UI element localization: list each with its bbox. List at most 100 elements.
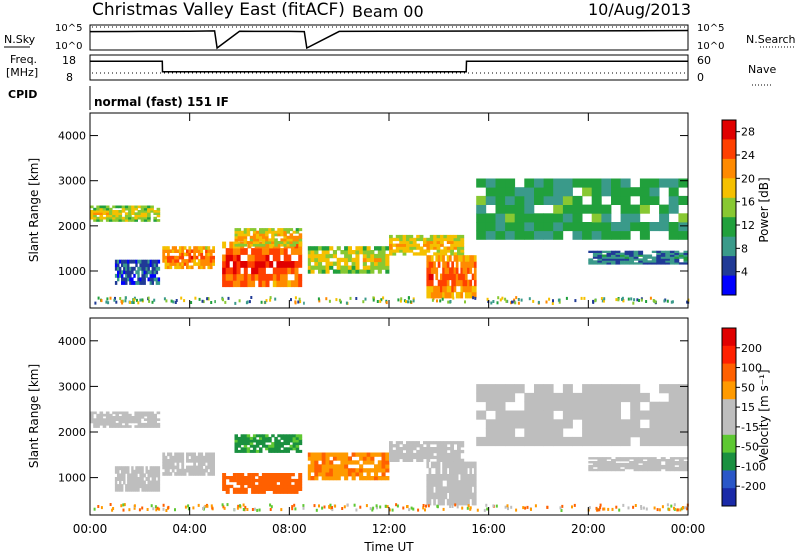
velocity-cell-4-20-4 (296, 440, 300, 443)
velocity-cell-5-19-3 (378, 464, 382, 468)
velocity-cell-6-10-1 (423, 456, 427, 459)
power-cell-1-6-4 (127, 267, 129, 271)
velocity-cell-1-0-5 (115, 470, 117, 474)
velocity-cell-4-3-4 (244, 440, 248, 443)
velocity-cell-0-16-5 (141, 414, 145, 417)
power-cell-6-10-5 (423, 238, 427, 241)
power-cell-3-6-0 (244, 280, 248, 287)
power-ground-163 (172, 300, 174, 303)
power-cell-5-16-4 (367, 254, 371, 258)
power-colorbar-label: Power [dB] (757, 177, 771, 242)
power-cell-5-13-0 (355, 269, 359, 273)
power-cell-7-21-2 (474, 280, 477, 287)
velocity-cell-1-8-6 (131, 466, 133, 470)
velocity-ground-170 (530, 508, 532, 511)
velocity-cell-6-3-4 (399, 447, 403, 450)
power-cell-8-1-6 (486, 179, 496, 188)
power-cell-8-15-5 (621, 187, 631, 196)
power-cell-7-13-6 (456, 255, 459, 262)
velocity-cell-6-9-3 (420, 450, 424, 453)
power-cell-4-11-5 (268, 231, 272, 234)
velocity-cell-1-0-3 (115, 477, 117, 481)
velocity-cell-0-6-5 (109, 414, 113, 417)
power-cell-7-5-6 (438, 255, 441, 262)
power-cell-0-4-6 (103, 206, 107, 209)
power-cell-4-9-1 (262, 241, 266, 244)
velocity-cell-3-7-4 (247, 479, 251, 482)
velocity-cell-6-15-0 (440, 459, 444, 462)
velocity-ground-52 (452, 505, 454, 508)
power-ground-162 (125, 296, 127, 299)
velocity-cell-4-12-6 (271, 434, 275, 437)
power-cell-9-20-0 (679, 262, 684, 264)
velocity-cell-6-0-6 (389, 441, 393, 444)
power-cell-3-16-2 (280, 267, 284, 274)
velocity-cell-3-4-3 (237, 482, 241, 485)
velocity-ground-166 (546, 506, 548, 509)
power-cell-2-19-6 (207, 246, 210, 250)
velocity-ground-142 (202, 507, 204, 510)
velocity-cell-7-11-0 (451, 499, 454, 506)
velocity-cell-6-12-6 (430, 441, 434, 444)
velocity-cell-8-10-0 (573, 437, 583, 446)
velocity-cell-3-0-2 (222, 485, 226, 488)
velocity-cell-4-13-4 (274, 440, 278, 443)
power-cell-7-21-1 (474, 286, 477, 293)
power-cell-4-19-0 (293, 244, 297, 247)
velocity-cell-8-0-5 (476, 393, 486, 402)
velocity-cell-5-6-6 (329, 453, 333, 457)
velocity-cell-5-11-5 (348, 456, 352, 460)
velocity-cell-2-1-2 (165, 466, 168, 470)
power-cell-0-13-5 (131, 208, 135, 211)
velocity-cell-3-16-4 (280, 479, 284, 482)
power-cell-1-6-1 (127, 277, 129, 281)
power-cell-8-1-5 (486, 187, 496, 196)
power-cell-5-15-5 (363, 250, 367, 254)
power-cell-8-6-2 (534, 213, 544, 222)
power-cell-4-20-6 (296, 228, 300, 231)
power-cell-3-7-4 (247, 255, 251, 262)
velocity-ground-48 (408, 508, 410, 511)
power-cell-2-17-6 (203, 246, 206, 250)
velocity-cell-4-4-4 (247, 440, 251, 443)
velocity-cell-7-5-5 (438, 468, 441, 475)
power-cell-5-16-0 (367, 269, 371, 273)
velocity-cell-0-17-5 (144, 414, 148, 417)
velocity-cell-7-4-6 (435, 462, 438, 469)
power-cell-3-14-0 (273, 280, 277, 287)
velocity-cell-8-17-0 (640, 437, 650, 446)
power-cell-5-4-3 (322, 258, 326, 262)
velocity-cell-6-21-5 (460, 444, 464, 447)
power-cell-3-4-4 (237, 255, 241, 262)
velocity-cell-8-19-3 (659, 411, 669, 420)
power-ground-191 (137, 301, 139, 304)
power-ground-160 (264, 301, 266, 304)
velocity-cell-0-15-5 (138, 414, 142, 417)
velocity-ground-105 (120, 504, 122, 507)
velocity-cell-7-10-1 (449, 493, 452, 500)
power-cell-2-1-5 (165, 249, 168, 253)
power-cell-3-10-3 (258, 261, 262, 268)
power-cell-8-8-1 (553, 222, 563, 231)
velocity-ground-149 (682, 506, 684, 509)
power-cell-9-3-0 (602, 262, 607, 264)
velocity-ground-40 (269, 504, 271, 507)
power-cell-5-13-4 (355, 254, 359, 258)
velocity-cell-5-5-6 (326, 453, 330, 457)
power-cell-7-16-1 (463, 286, 466, 293)
power-cell-6-18-3 (450, 244, 454, 247)
power-cell-0-13-3 (131, 212, 135, 215)
power-cell-7-7-6 (442, 255, 445, 262)
velocity-cell-5-14-1 (359, 472, 363, 476)
velocity-ground-18 (674, 503, 676, 506)
power-cell-3-9-2 (255, 267, 259, 274)
velocity-cell-5-14-5 (359, 456, 363, 460)
power-cell-6-15-0 (440, 252, 444, 255)
power-cell-2-0-4 (162, 253, 165, 257)
velocity-cell-2-4-2 (172, 466, 175, 470)
power-cell-2-1-6 (165, 246, 168, 250)
velocity-cell-0-0-2 (90, 421, 94, 424)
power-ground-66 (325, 297, 327, 300)
power-cell-1-18-1 (152, 277, 154, 281)
power-ground-139 (532, 300, 534, 303)
